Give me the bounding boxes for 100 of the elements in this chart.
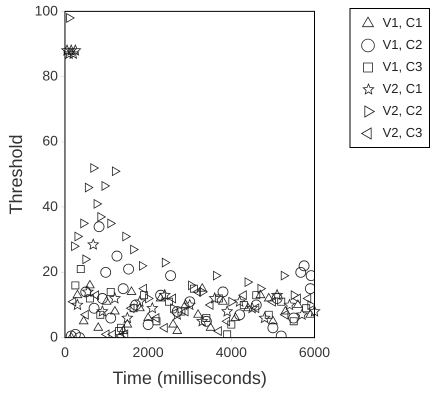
point <box>139 261 148 271</box>
point <box>106 288 115 296</box>
point <box>97 212 106 222</box>
point <box>268 316 278 324</box>
point <box>90 163 99 173</box>
point <box>264 293 274 302</box>
point <box>192 287 201 297</box>
point <box>172 326 182 334</box>
point <box>228 296 237 306</box>
point <box>85 280 95 288</box>
point <box>123 264 134 274</box>
point <box>252 291 260 300</box>
point <box>134 296 146 307</box>
point <box>130 244 139 254</box>
point <box>165 298 173 306</box>
point <box>78 316 88 324</box>
point <box>88 302 100 314</box>
point <box>230 312 240 321</box>
x-axis-title: Time (milliseconds) <box>112 368 267 388</box>
point <box>302 294 312 304</box>
point <box>234 309 246 320</box>
point <box>152 317 160 326</box>
point <box>271 289 283 300</box>
point <box>72 299 84 310</box>
point <box>96 306 108 316</box>
point <box>250 304 260 313</box>
point <box>159 289 170 300</box>
point <box>218 286 228 298</box>
point <box>70 328 81 338</box>
point <box>243 302 253 312</box>
point <box>170 304 178 313</box>
point <box>188 280 196 290</box>
point <box>126 304 134 313</box>
point <box>66 13 75 23</box>
point <box>190 284 198 293</box>
point <box>308 306 320 316</box>
point <box>180 306 188 316</box>
point <box>102 181 110 191</box>
point <box>130 300 142 310</box>
point <box>109 292 120 304</box>
point <box>117 324 126 332</box>
point <box>172 306 183 317</box>
point <box>277 298 286 306</box>
point <box>307 300 314 310</box>
point <box>61 44 73 56</box>
point <box>94 199 102 209</box>
point <box>88 238 99 250</box>
point <box>86 294 94 302</box>
point <box>280 306 290 314</box>
point <box>122 312 133 323</box>
point <box>82 254 91 264</box>
point <box>120 330 128 338</box>
point <box>122 319 132 328</box>
y-tick-label: 80 <box>42 68 58 84</box>
y-tick-label: 40 <box>42 198 58 214</box>
point <box>256 290 266 298</box>
point <box>84 182 94 192</box>
point <box>193 309 203 318</box>
point <box>280 270 290 280</box>
point <box>180 300 190 308</box>
point <box>112 250 122 262</box>
point <box>118 326 128 334</box>
point <box>130 304 138 312</box>
point <box>296 308 308 320</box>
x-tick-label: 0 <box>61 344 70 360</box>
point <box>272 293 282 304</box>
point <box>238 290 247 300</box>
point <box>197 283 207 292</box>
point <box>80 218 89 228</box>
point <box>74 232 83 242</box>
point <box>199 287 208 297</box>
y-tick-label: 0 <box>50 328 58 344</box>
point <box>94 322 103 331</box>
x-tick-label: 6000 <box>298 344 330 360</box>
point <box>143 312 153 321</box>
point <box>71 242 80 251</box>
point <box>184 299 196 310</box>
point <box>135 302 145 312</box>
x-tick-label: 2000 <box>132 344 164 360</box>
point <box>105 312 116 324</box>
legend-label: V2, C2 <box>379 103 422 118</box>
point <box>244 277 253 287</box>
y-tick-label: 100 <box>34 2 58 18</box>
point <box>304 283 314 294</box>
point <box>292 294 301 304</box>
point <box>122 232 131 242</box>
point <box>234 296 246 307</box>
point <box>156 293 166 302</box>
point <box>102 296 112 305</box>
legend-label: V1, C3 <box>379 59 422 74</box>
y-tick-label: 20 <box>42 263 58 280</box>
point <box>107 330 116 338</box>
legend-label: V1, C2 <box>379 37 422 52</box>
point <box>155 290 166 301</box>
point <box>184 296 196 308</box>
point <box>222 316 230 326</box>
point <box>168 294 176 304</box>
point <box>288 312 300 324</box>
point <box>227 320 236 328</box>
point <box>159 323 168 333</box>
